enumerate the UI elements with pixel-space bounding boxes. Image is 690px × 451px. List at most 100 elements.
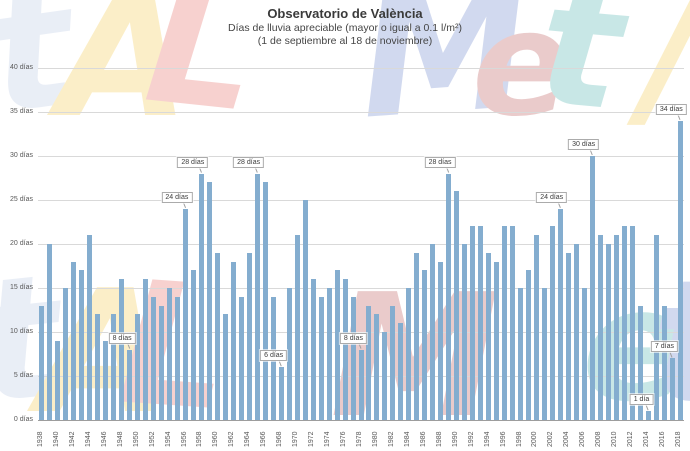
bar-1953 — [159, 305, 165, 420]
bar-1950 — [135, 314, 141, 420]
bar-2008 — [597, 235, 603, 420]
bar-1938 — [39, 305, 45, 420]
x-axis-tick-label: 1948 — [116, 431, 124, 447]
gridline — [38, 68, 684, 69]
gridline — [38, 244, 684, 245]
bar-2001 — [541, 288, 547, 420]
bar-1990 — [454, 191, 460, 420]
bar-2002 — [549, 226, 555, 420]
x-axis-tick-label: 1978 — [356, 431, 363, 447]
x-axis-tick-label: 1976 — [340, 431, 348, 447]
x-axis-tick-label: 1986 — [419, 431, 427, 447]
title-block: Observatorio de València Días de lluvia … — [0, 6, 690, 47]
annotation-callout: 24 días — [161, 191, 193, 203]
bar-1971 — [302, 200, 308, 420]
bar-1958 — [198, 173, 204, 420]
bar-1987 — [430, 244, 436, 420]
bar-1991 — [462, 244, 468, 420]
y-axis-tick-label: 35 días — [10, 108, 33, 115]
y-axis-tick-label: 30 días — [10, 152, 33, 159]
bar-1946 — [103, 340, 109, 420]
annotation-callout: 28 días — [177, 156, 209, 168]
annotation-callout: 1 día — [629, 394, 654, 406]
bar-2007 — [589, 156, 595, 420]
x-axis-tick-label: 2012 — [627, 431, 635, 447]
annotation-callout: 24 días — [536, 191, 568, 203]
bar-2017 — [669, 358, 675, 420]
x-axis-tick-label: 1938 — [36, 431, 44, 447]
bar-2014 — [645, 411, 651, 420]
bar-1972 — [310, 279, 316, 420]
bar-1965 — [254, 173, 260, 420]
bar-1941 — [63, 288, 69, 420]
bar-1974 — [326, 288, 332, 420]
bar-1975 — [334, 270, 340, 420]
chart-subtitle-line2: (1 de septiembre al 18 de noviembre) — [257, 35, 433, 47]
annotation-callout: 8 días — [339, 332, 367, 344]
bar-1940 — [55, 340, 61, 420]
gridline — [38, 288, 684, 289]
bar-1988 — [438, 261, 444, 420]
bar-1994 — [486, 252, 492, 420]
bar-1984 — [406, 288, 412, 420]
x-axis-tick-label: 1988 — [435, 431, 443, 447]
x-axis-tick-label: 1964 — [244, 431, 252, 447]
bar-1989 — [446, 173, 452, 420]
x-axis-line — [38, 420, 684, 421]
bar-2004 — [565, 252, 571, 420]
bar-1992 — [470, 226, 476, 420]
bar-1985 — [414, 252, 420, 420]
bar-1945 — [95, 314, 101, 420]
x-axis-tick-label: 2002 — [547, 431, 555, 447]
bar-1997 — [510, 226, 516, 420]
bar-1982 — [390, 305, 396, 420]
annotation-callout: 6 días — [260, 350, 288, 362]
bar-1939 — [47, 244, 53, 420]
bar-1957 — [191, 270, 197, 420]
bar-1966 — [262, 182, 268, 420]
x-axis-tick-label: 1950 — [132, 431, 140, 447]
annotation-callout: 28 días — [233, 156, 265, 168]
bar-1978 — [358, 349, 364, 420]
x-axis-tick-label: 1968 — [276, 431, 284, 447]
x-axis-tick-label: 2008 — [595, 431, 603, 447]
bar-1944 — [87, 235, 93, 420]
bar-1956 — [183, 208, 189, 420]
x-axis-tick-label: 1974 — [324, 431, 332, 447]
bar-2012 — [629, 226, 635, 420]
x-axis-tick-label: 1982 — [387, 431, 395, 447]
bar-1980 — [374, 314, 380, 420]
bar-1973 — [318, 296, 324, 420]
bar-2000 — [533, 235, 539, 420]
bar-2010 — [613, 235, 619, 420]
bar-1995 — [494, 261, 500, 420]
gridline — [38, 156, 684, 157]
bar-1998 — [518, 288, 523, 420]
y-axis-tick-label: 10 días — [10, 328, 33, 335]
x-axis-tick-label: 1998 — [515, 431, 523, 447]
bar-1999 — [525, 270, 531, 420]
bar-2006 — [581, 288, 587, 420]
x-axis-tick-label: 1940 — [52, 431, 60, 447]
bar-1951 — [143, 279, 149, 420]
y-axis-tick-label: 40 días — [10, 64, 33, 71]
x-axis-tick-label: 1994 — [483, 431, 491, 447]
x-axis-tick-label: 1956 — [180, 431, 188, 447]
bar-1952 — [151, 296, 157, 420]
x-axis-tick-label: 2018 — [675, 431, 682, 447]
bar-1962 — [230, 261, 236, 420]
bar-1949 — [127, 349, 133, 420]
y-axis-tick-label: 25 días — [10, 196, 33, 203]
bar-1947 — [111, 314, 117, 420]
chart-subtitle-line1: Días de lluvia apreciable (mayor o igual… — [227, 22, 463, 34]
x-axis-tick-label: 2010 — [611, 431, 619, 447]
bar-1996 — [502, 226, 508, 420]
x-axis-tick-label: 1942 — [68, 431, 76, 447]
x-axis-tick-label: 1996 — [499, 431, 507, 447]
x-axis-tick-label: 1944 — [84, 431, 92, 447]
bar-1977 — [350, 296, 356, 420]
x-axis-tick-label: 1962 — [228, 431, 236, 447]
gridline — [38, 200, 684, 201]
bar-1981 — [382, 332, 388, 420]
